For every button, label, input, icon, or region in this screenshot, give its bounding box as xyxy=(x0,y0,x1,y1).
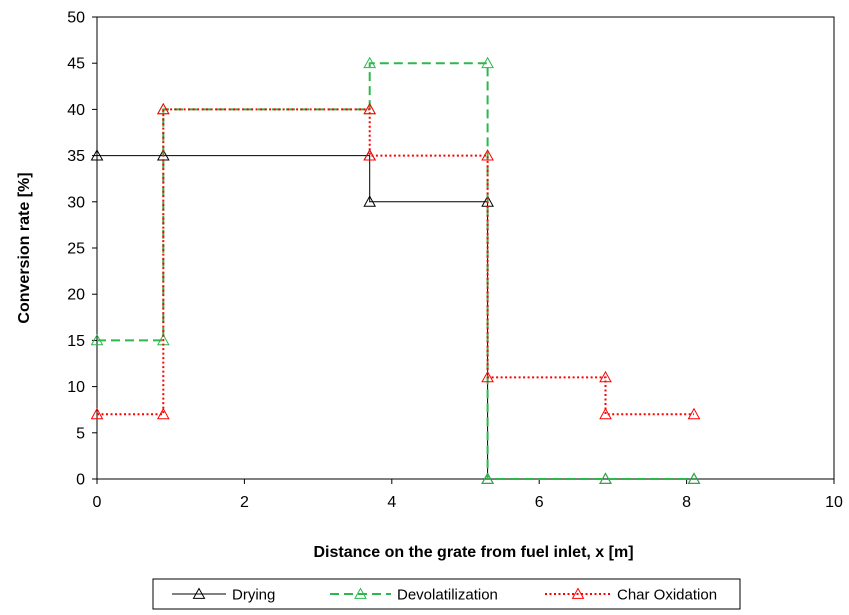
y-tick-label: 25 xyxy=(67,241,85,258)
data-point-char-oxidation xyxy=(481,149,494,161)
data-point-char-oxidation xyxy=(156,407,170,420)
plot-frame xyxy=(96,16,835,480)
y-tick-label: 5 xyxy=(76,425,85,442)
x-tick-label: 10 xyxy=(825,494,843,511)
y-tick-label: 15 xyxy=(67,333,85,350)
y-tick-label: 20 xyxy=(67,287,85,304)
legend-box xyxy=(152,578,741,610)
data-point-devolatilization xyxy=(363,56,377,69)
series-line-char-oxidation xyxy=(97,108,694,416)
x-axis-title: Distance on the grate from fuel inlet, x… xyxy=(313,544,633,561)
series-line-devolatilization xyxy=(97,62,694,480)
y-tick-label: 35 xyxy=(67,148,85,165)
data-point-devolatilization xyxy=(481,472,494,484)
data-point-drying xyxy=(363,195,377,207)
y-tick-label: 40 xyxy=(67,102,85,119)
legend-marker-devolatilization xyxy=(354,587,367,599)
x-tick-label: 6 xyxy=(535,494,544,511)
y-tick-label: 30 xyxy=(67,194,85,211)
y-tick-label: 45 xyxy=(67,56,85,73)
data-point-devolatilization xyxy=(687,472,701,484)
x-tick-label: 0 xyxy=(93,494,102,511)
y-tick-label: 10 xyxy=(67,379,85,396)
data-point-devolatilization xyxy=(90,333,104,346)
data-point-char-oxidation xyxy=(156,102,170,115)
y-tick-label: 50 xyxy=(67,10,85,27)
x-tick-label: 2 xyxy=(240,494,249,511)
data-point-char-oxidation xyxy=(599,407,612,420)
data-point-char-oxidation xyxy=(481,370,494,383)
data-point-char-oxidation xyxy=(90,407,104,420)
data-point-char-oxidation xyxy=(363,102,377,115)
data-point-drying xyxy=(90,149,104,161)
legend-label-drying: Drying xyxy=(232,587,275,604)
x-tick-label: 8 xyxy=(682,494,691,511)
x-tick-label: 4 xyxy=(387,494,396,511)
data-point-char-oxidation xyxy=(687,407,701,420)
legend-label-char-oxidation: Char Oxidation xyxy=(617,587,717,604)
data-point-char-oxidation xyxy=(599,370,612,383)
y-tick-label: 0 xyxy=(76,472,85,489)
legend-marker-char-oxidation xyxy=(571,587,585,599)
data-point-char-oxidation xyxy=(363,149,377,161)
y-axis-title: Conversion rate [%] xyxy=(16,172,33,323)
legend-label-devolatilization: Devolatilization xyxy=(397,587,498,604)
data-point-devolatilization xyxy=(599,472,612,484)
legend-marker-drying xyxy=(192,587,206,599)
data-point-devolatilization xyxy=(481,56,494,69)
series-line-drying xyxy=(97,155,694,480)
